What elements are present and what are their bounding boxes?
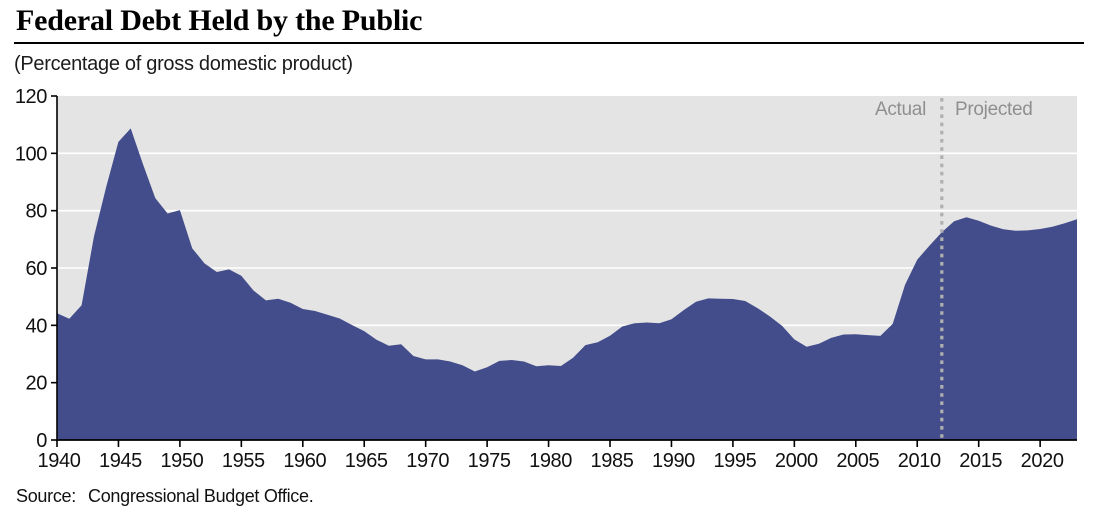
y-tick-label-40: 40 — [26, 315, 48, 337]
area-series-debt — [57, 128, 1077, 440]
actual-label: Actual — [874, 99, 926, 120]
y-tick-label-60: 60 — [26, 258, 48, 280]
source-text: Congressional Budget Office. — [88, 486, 314, 506]
x-tick-label-1975: 1975 — [468, 450, 511, 472]
x-tick-label-2020: 2020 — [1021, 450, 1064, 472]
x-tick-label-1995: 1995 — [713, 450, 756, 472]
source-label: Source: — [16, 486, 76, 506]
page-title: Federal Debt Held by the Public — [16, 4, 423, 37]
y-tick-label-80: 80 — [26, 201, 48, 223]
x-tick-label-2005: 2005 — [836, 450, 879, 472]
chart-subtitle: (Percentage of gross domestic product) — [14, 53, 353, 75]
y-tick-label-100: 100 — [15, 143, 47, 165]
x-tick-label-1955: 1955 — [222, 450, 265, 472]
projected-label: Projected — [955, 99, 1033, 120]
y-tick-label-20: 20 — [26, 373, 48, 395]
title-divider — [14, 42, 1084, 44]
x-tick-label-1980: 1980 — [529, 450, 572, 472]
x-tick-label-1965: 1965 — [345, 450, 388, 472]
x-tick-label-1940: 1940 — [38, 450, 81, 472]
y-tick-label-120: 120 — [15, 86, 47, 108]
x-tick-label-2015: 2015 — [959, 450, 1002, 472]
x-tick-label-1990: 1990 — [652, 450, 695, 472]
x-tick-label-1950: 1950 — [160, 450, 203, 472]
y-tick-label-0: 0 — [36, 430, 47, 452]
x-tick-label-1960: 1960 — [283, 450, 326, 472]
x-tick-label-1970: 1970 — [406, 450, 449, 472]
x-tick-label-2010: 2010 — [898, 450, 941, 472]
x-tick-label-1945: 1945 — [99, 450, 142, 472]
x-tick-label-1985: 1985 — [591, 450, 634, 472]
x-tick-label-2000: 2000 — [775, 450, 818, 472]
